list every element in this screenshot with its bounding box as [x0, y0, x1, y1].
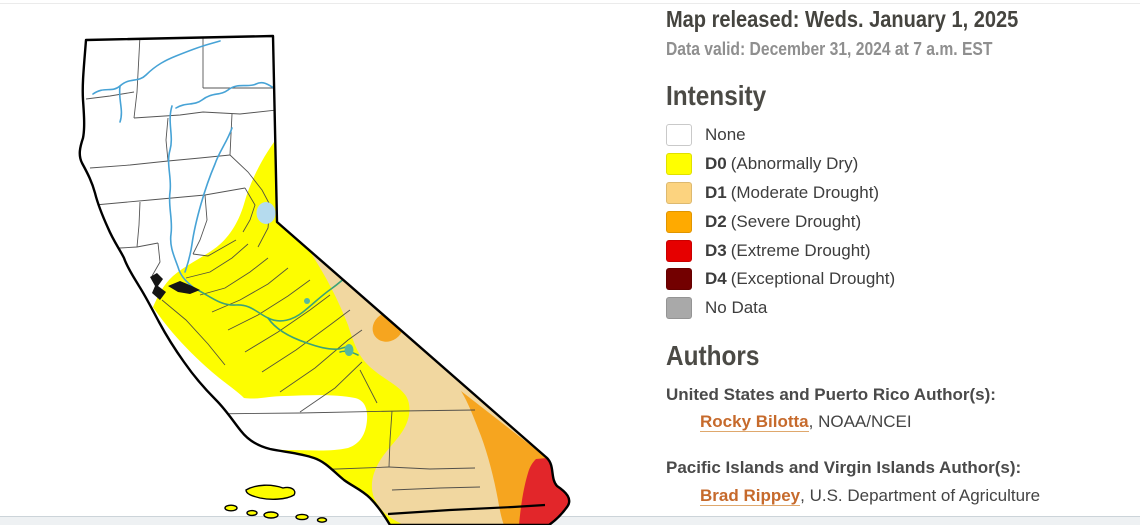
- legend-swatch-d4: [666, 268, 692, 291]
- top-divider: [0, 3, 1140, 4]
- pacific-authors-label: Pacific Islands and Virgin Islands Autho…: [666, 458, 1022, 477]
- none-coastal-gap: [136, 288, 368, 451]
- legend-row-none: None: [666, 121, 895, 150]
- intensity-legend: None D0 (Abnormally Dry) D1 (Moderate Drou…: [666, 121, 895, 323]
- data-valid-heading: Data valid: December 31, 2024 at 7 a.m. …: [666, 39, 993, 59]
- legend-row-d4: D4 (Exceptional Drought): [666, 265, 895, 294]
- map-released-heading: Map released: Weds. January 1, 2025: [666, 6, 1019, 32]
- mexico-border-line: [387, 503, 546, 516]
- california-map-svg: [78, 34, 571, 525]
- rivers-north: [92, 40, 278, 289]
- legend-row-d1: D1 (Moderate Drought): [666, 179, 895, 208]
- california-drought-map: [78, 34, 571, 525]
- author-link-brad-rippey[interactable]: Brad Rippey: [700, 486, 801, 506]
- legend-swatch-d2: [666, 210, 692, 233]
- us-author-line: Rocky Bilotta, NOAA/NCEI: [700, 412, 912, 432]
- authors-heading: Authors: [666, 340, 760, 371]
- small-lake: [344, 344, 354, 356]
- legend-row-d3: D3 (Extreme Drought): [666, 236, 895, 265]
- channel-islands: [224, 484, 328, 523]
- us-author-affiliation: , NOAA/NCEI: [808, 412, 912, 431]
- county-boundaries: [85, 36, 481, 509]
- legend-row-nodata: No Data: [666, 294, 895, 323]
- san-francisco-bay: [150, 273, 200, 300]
- lake-tahoe: [256, 202, 276, 224]
- intensity-heading: Intensity: [666, 80, 767, 111]
- legend-swatch-d1: [666, 181, 692, 204]
- us-authors-label: United States and Puerto Rico Author(s):: [666, 385, 996, 404]
- legend-swatch-d3: [666, 239, 692, 262]
- bottom-section-edge: [0, 516, 1140, 525]
- d3-region-tip: [519, 458, 570, 525]
- pacific-author-affiliation: , U.S. Department of Agriculture: [800, 486, 1041, 505]
- legend-swatch-nodata: [666, 297, 692, 320]
- legend-row-d0: D0 (Abnormally Dry): [666, 150, 895, 179]
- legend-swatch-d0: [666, 153, 692, 176]
- legend-row-d2: D2 (Severe Drought): [666, 207, 895, 236]
- author-link-rocky-bilotta[interactable]: Rocky Bilotta: [700, 412, 809, 432]
- small-reservoir: [304, 298, 310, 304]
- legend-swatch-none: [666, 124, 692, 147]
- pacific-author-line: Brad Rippey, U.S. Department of Agricult…: [700, 486, 1040, 506]
